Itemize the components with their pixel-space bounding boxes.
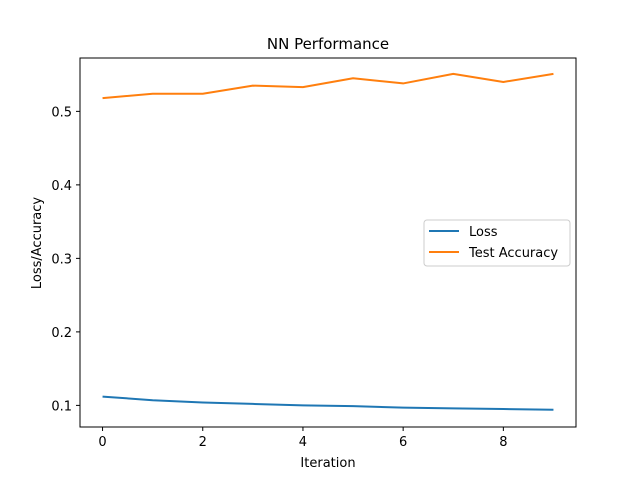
- legend-box: [423, 219, 571, 267]
- x-axis-ticks: 0 2 4 6 8: [98, 427, 507, 450]
- x-tick-label: 2: [199, 435, 207, 450]
- series-line-loss: [102, 395, 554, 411]
- y-axis-label: Loss/Accuracy: [30, 197, 45, 290]
- x-tick-label: 4: [299, 435, 307, 450]
- plot-frame: [79, 57, 577, 428]
- series-layer: [102, 72, 554, 411]
- chart-title: NN Performance: [267, 35, 389, 53]
- x-tick-label: 0: [98, 435, 106, 450]
- y-tick-label: 0.4: [51, 179, 72, 194]
- y-tick-label: 0.2: [51, 326, 72, 341]
- x-axis-label: Iteration: [300, 456, 355, 471]
- x-tick-label: 6: [399, 435, 407, 450]
- legend-label-test-accuracy: Test Accuracy: [468, 246, 558, 261]
- legend: Loss Test Accuracy: [423, 219, 571, 267]
- y-axis-ticks: 0.1 0.2 0.3 0.4 0.5: [51, 105, 80, 414]
- x-tick-label: 8: [499, 435, 507, 450]
- y-tick-label: 0.1: [51, 399, 72, 414]
- series-line-test-accuracy: [102, 72, 554, 100]
- y-tick-label: 0.5: [51, 105, 72, 120]
- legend-label-loss: Loss: [469, 225, 498, 240]
- y-tick-label: 0.3: [51, 252, 72, 267]
